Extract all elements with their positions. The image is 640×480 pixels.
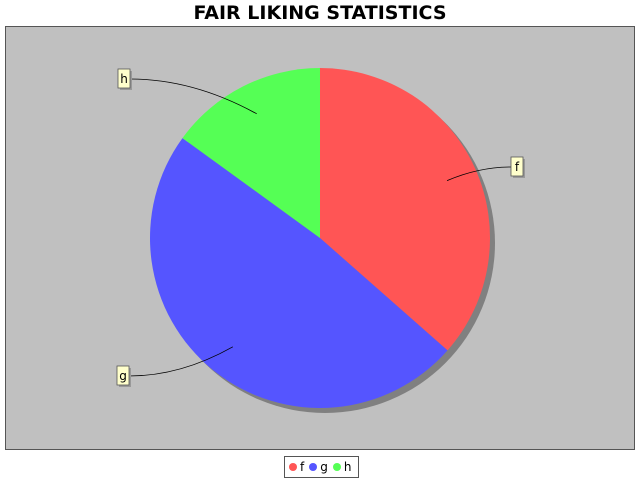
pie-slice-h: [182, 68, 320, 238]
chart-title: FAIR LIKING STATISTICS: [193, 2, 447, 24]
legend-item-h: h: [332, 460, 352, 474]
slice-label-h: h: [117, 68, 132, 90]
svg-text:h: h: [120, 72, 128, 86]
pie-slice-f: [320, 68, 490, 351]
legend-label-g: g: [320, 460, 328, 474]
legend-swatch-g: [309, 463, 318, 471]
legend-swatch-h: [332, 463, 341, 471]
legend-item-f: f: [289, 460, 304, 474]
legend-item-g: g: [309, 460, 328, 474]
label-connector-h: [129, 78, 257, 115]
label-connector-f: [446, 166, 512, 182]
label-connector-g: [128, 346, 234, 377]
svg-text:g: g: [119, 369, 127, 383]
svg-text:f: f: [515, 160, 520, 174]
legend-label-h: h: [343, 460, 352, 474]
slice-label-f: f: [510, 156, 525, 178]
slice-label-g: g: [116, 365, 131, 387]
pie-slice-g: [150, 138, 448, 408]
legend: f g h: [284, 456, 360, 478]
legend-swatch-f: [289, 463, 297, 471]
legend-label-f: f: [300, 460, 305, 474]
